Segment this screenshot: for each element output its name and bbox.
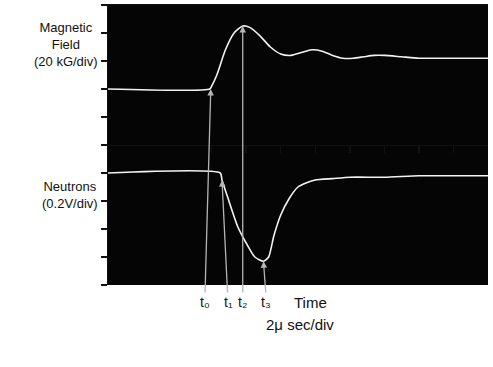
svg-text:t₁: t₁	[224, 294, 233, 310]
svg-text:Time: Time	[294, 294, 327, 311]
svg-text:t₃: t₃	[261, 294, 271, 310]
svg-text:MagneticField(20 kG/div): MagneticField(20 kG/div)	[34, 20, 98, 69]
svg-text:t₂: t₂	[238, 294, 247, 310]
svg-text:2μ sec/div: 2μ sec/div	[266, 316, 334, 333]
svg-text:Neutrons(0.2V/div): Neutrons(0.2V/div)	[42, 179, 98, 211]
svg-text:t₀: t₀	[200, 294, 210, 310]
